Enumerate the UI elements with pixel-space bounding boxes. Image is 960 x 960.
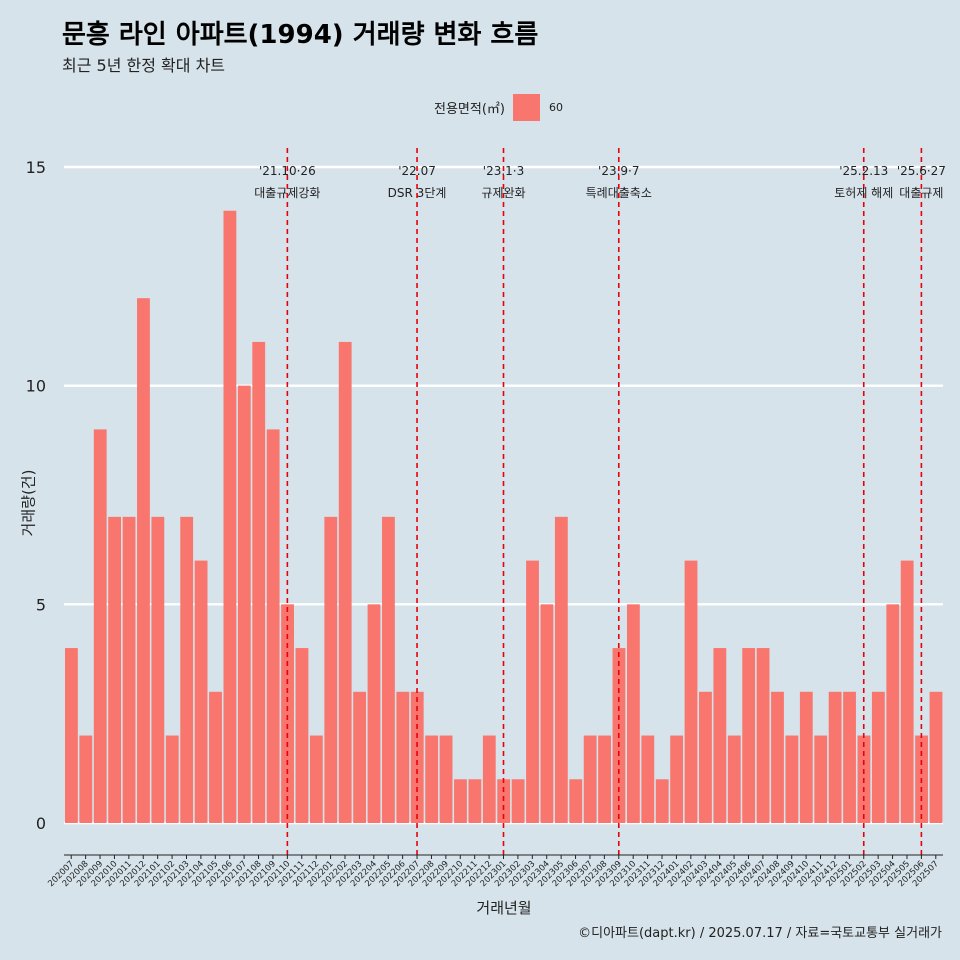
bar-202203 xyxy=(353,691,367,823)
event-date-label: '22.07 xyxy=(398,164,436,178)
bar-202109 xyxy=(266,429,280,823)
bar-202007 xyxy=(65,648,78,823)
bar-202306 xyxy=(569,779,583,823)
y-tick-label: 10 xyxy=(26,377,46,396)
bar-202402 xyxy=(684,560,698,823)
bar-202310 xyxy=(626,604,640,823)
bar-202202 xyxy=(338,341,352,823)
bar-202008 xyxy=(79,735,93,823)
y-axis: 0 5 10 15 xyxy=(26,158,46,833)
chart-subtitle: 최근 5년 한정 확대 차트 xyxy=(62,56,226,75)
bar-202305 xyxy=(554,516,568,823)
bar-202103 xyxy=(180,516,194,823)
bar-202201 xyxy=(324,516,338,823)
bar-202210 xyxy=(454,779,467,823)
bar-202207 xyxy=(410,691,424,823)
event-date-label: '25.2.13 xyxy=(839,164,888,178)
bar-202209 xyxy=(439,735,453,823)
bar-202212 xyxy=(482,735,496,823)
bar-202110 xyxy=(281,604,294,823)
bar-202009 xyxy=(93,429,107,823)
event-label: 특례대출축소 xyxy=(586,186,652,200)
bars xyxy=(65,210,943,823)
bar-202312 xyxy=(655,779,669,823)
chart-title: 문흥 라인 아파트(1994) 거래량 변화 흐름 xyxy=(62,20,539,50)
bar-202404 xyxy=(713,648,727,823)
bar-202208 xyxy=(425,735,439,823)
bar-202206 xyxy=(396,691,410,823)
bar-202107 xyxy=(237,385,251,823)
bar-202411 xyxy=(814,735,828,823)
event-date-label: '21.10·26 xyxy=(259,164,316,178)
x-axis: 2020072020082020092020102020112020122021… xyxy=(46,854,943,889)
bar-202307 xyxy=(583,735,597,823)
bar-202503 xyxy=(871,691,885,823)
y-axis-label: 거래량(건) xyxy=(19,469,38,537)
bar-202011 xyxy=(122,516,136,823)
y-tick-label: 15 xyxy=(26,158,46,177)
bar-202303 xyxy=(526,560,539,823)
bar-202106 xyxy=(223,210,237,823)
bar-202111 xyxy=(295,648,309,823)
bar-202301 xyxy=(497,779,511,823)
event-date-label: '25.6·27 xyxy=(897,164,946,178)
bar-202204 xyxy=(367,604,381,823)
bar-202101 xyxy=(151,516,165,823)
bar-202302 xyxy=(511,779,525,823)
y-tick-label: 0 xyxy=(36,814,46,833)
bar-202205 xyxy=(382,516,395,823)
legend: 전용면적(㎡) 60 xyxy=(434,93,563,121)
x-axis-label: 거래년월 xyxy=(476,899,532,917)
legend-color-key xyxy=(512,93,540,121)
bar-202408 xyxy=(771,691,784,823)
bar-202409 xyxy=(785,735,799,823)
bar-202412 xyxy=(828,691,842,823)
bar-202304 xyxy=(540,604,554,823)
bar-202311 xyxy=(641,735,655,823)
bar-202507 xyxy=(929,691,943,823)
bar-202410 xyxy=(799,691,813,823)
bar-202405 xyxy=(727,735,741,823)
bar-202406 xyxy=(742,648,756,823)
bar-202308 xyxy=(598,735,611,823)
event-label: 대출규제강화 xyxy=(254,186,320,200)
bar-202504 xyxy=(886,604,900,823)
event-markers: '21.10·26 대출규제강화 '22.07 DSR 3단계 '23.1·3 규제완화 '… xyxy=(254,148,946,855)
bar-202104 xyxy=(194,560,208,823)
bar-202112 xyxy=(309,735,323,823)
source-caption: ©디아파트(dapt.kr) / 2025.07.17 / 자료=국토교통부 실… xyxy=(578,926,942,941)
bar-202211 xyxy=(468,779,482,823)
bar-202401 xyxy=(670,735,684,823)
event-date-label: '23.9·7 xyxy=(598,164,639,178)
event-label: 규제완화 xyxy=(481,186,525,200)
bar-202010 xyxy=(108,516,122,823)
bar-202012 xyxy=(137,298,150,823)
bar-202501 xyxy=(843,691,856,823)
legend-title: 전용면적(㎡) xyxy=(434,101,505,117)
event-label: 대출규제 xyxy=(899,186,943,200)
bar-202505 xyxy=(900,560,914,823)
legend-label: 60 xyxy=(548,100,563,114)
event-label: DSR 3단계 xyxy=(388,186,447,200)
bar-202407 xyxy=(756,648,770,823)
event-date-label: '23.1·3 xyxy=(483,164,524,178)
y-tick-label: 5 xyxy=(36,595,46,614)
event-label: 토허제 해제 xyxy=(834,186,893,200)
bar-202102 xyxy=(165,735,179,823)
bar-202108 xyxy=(252,341,266,823)
bar-202403 xyxy=(699,691,712,823)
bar-202105 xyxy=(209,691,222,823)
